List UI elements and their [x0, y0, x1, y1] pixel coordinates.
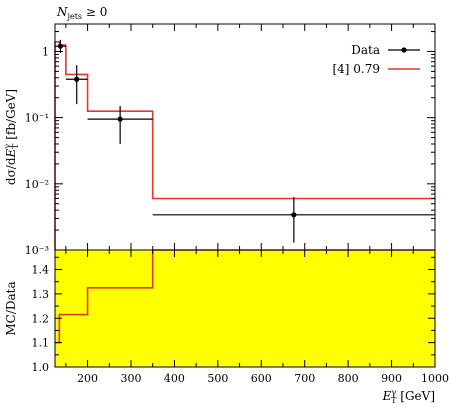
ratio-y-tick-label: 1.3 — [32, 288, 50, 301]
ratio-y-tick-label: 1.2 — [32, 312, 50, 325]
mc-prediction-line — [54, 40, 435, 250]
legend: Data [4] 0.79 — [332, 43, 420, 76]
ratio-uncertainty-band — [55, 250, 435, 367]
jet-multiplicity-annotation: Njets ≥ 0 — [56, 5, 107, 21]
x-tick-label: 700 — [294, 372, 315, 385]
y-tick-label: 10⁻² — [25, 178, 49, 191]
data-point-marker — [74, 76, 80, 82]
ratio-y-axis-title: MC/Data — [4, 281, 18, 335]
ratio-panel: 200 300 400 500 600 700 800 900 1000 1.0 1.1 1.2 1.3… — [32, 249, 449, 385]
data-point-marker — [57, 43, 64, 49]
ratio-y-tick-label: 1.4 — [32, 264, 50, 277]
ratio-y-tick-label: 1.0 — [32, 361, 50, 374]
x-axis-title: Eγ T [GeV] — [382, 388, 435, 405]
data-point — [152, 197, 435, 243]
main-frame — [54, 23, 436, 251]
y-axis-title: dσ/dEγT [fb/GeV] — [3, 89, 20, 185]
axis-labels: Njets ≥ 0 Data [4] 0.79 dσ/dEγT [fb/GeV] MC/… — [3, 5, 435, 405]
x-tick-label: 500 — [207, 372, 228, 385]
x-tick-label: 600 — [251, 372, 272, 385]
x-tick-label: 400 — [164, 372, 185, 385]
y-tick-label: 1 — [42, 45, 49, 58]
x-tick-label: 200 — [77, 372, 98, 385]
x-tick-label: 300 — [121, 372, 142, 385]
ratio-y-tick-label: 1.1 — [32, 337, 50, 350]
x-tick-label: 800 — [338, 372, 359, 385]
x-tick-label: 1000 — [421, 372, 449, 385]
x-tick-label: 900 — [381, 372, 402, 385]
legend-label-data: Data — [351, 43, 380, 57]
legend-swatch-data-marker — [401, 47, 407, 53]
data-point — [55, 39, 66, 53]
y-tick-label: 10⁻³ — [25, 244, 49, 257]
data-point-marker — [291, 212, 297, 218]
legend-label-mc: [4] 0.79 — [332, 62, 380, 76]
main-panel: 10⁻³ 10⁻² 10⁻¹ 1 — [25, 23, 436, 257]
data-point-marker — [117, 116, 123, 122]
data-point — [65, 65, 88, 105]
ratio-frame — [54, 249, 436, 368]
y-tick-label: 10⁻¹ — [25, 112, 49, 125]
data-point — [87, 105, 153, 144]
ratio-mc-line — [55, 249, 435, 344]
